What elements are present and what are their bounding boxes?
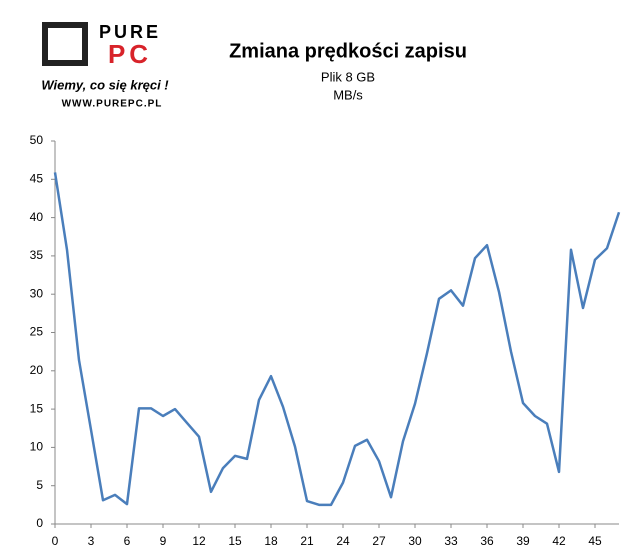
y-tick-label: 40 — [30, 210, 44, 224]
y-tick-label: 45 — [30, 171, 44, 185]
x-tick-label: 12 — [192, 534, 206, 548]
data-line — [53, 172, 621, 507]
y-tick-label: 20 — [30, 363, 44, 377]
y-tick-label: 35 — [30, 248, 44, 262]
chart-title: Zmiana prędkości zapisu — [229, 40, 467, 62]
y-tick-label: 50 — [30, 133, 44, 147]
y-tick-label: 0 — [36, 516, 43, 530]
x-tick-label: 42 — [552, 534, 566, 548]
x-tick-label: 9 — [160, 534, 167, 548]
x-tick-label: 0 — [52, 534, 59, 548]
logo-slogan: Wiemy, co się kręci ! — [41, 77, 169, 92]
y-tick-label: 5 — [36, 478, 43, 492]
x-tick-label: 33 — [444, 534, 458, 548]
x-tick-label: 15 — [228, 534, 242, 548]
chart-subtitle: Plik 8 GB — [321, 69, 375, 84]
x-tick-label: 3 — [88, 534, 95, 548]
x-tick-label: 45 — [588, 534, 602, 548]
x-tick-label: 21 — [300, 534, 314, 548]
x-tick-label: 24 — [336, 534, 350, 548]
y-tick-label: 30 — [30, 286, 44, 300]
x-tick-label: 39 — [516, 534, 530, 548]
unit-label: MB/s — [333, 87, 363, 102]
logo-brand-top: PURE — [99, 22, 161, 42]
x-tick-label: 18 — [264, 534, 278, 548]
x-tick-label: 27 — [372, 534, 386, 548]
y-tick-label: 10 — [30, 440, 44, 454]
x-tick-label: 6 — [124, 534, 131, 548]
y-tick-label: 25 — [30, 325, 44, 339]
logo-brand-bottom: PC — [108, 39, 152, 69]
logo: PURE PC Wiemy, co się kręci ! WWW.PUREPC… — [41, 22, 169, 110]
x-tick-label: 30 — [408, 534, 422, 548]
logo-box-inner — [48, 28, 82, 60]
y-tick-label: 15 — [30, 401, 44, 415]
x-tick-label: 36 — [480, 534, 494, 548]
logo-url: WWW.PUREPC.PL — [62, 99, 163, 110]
